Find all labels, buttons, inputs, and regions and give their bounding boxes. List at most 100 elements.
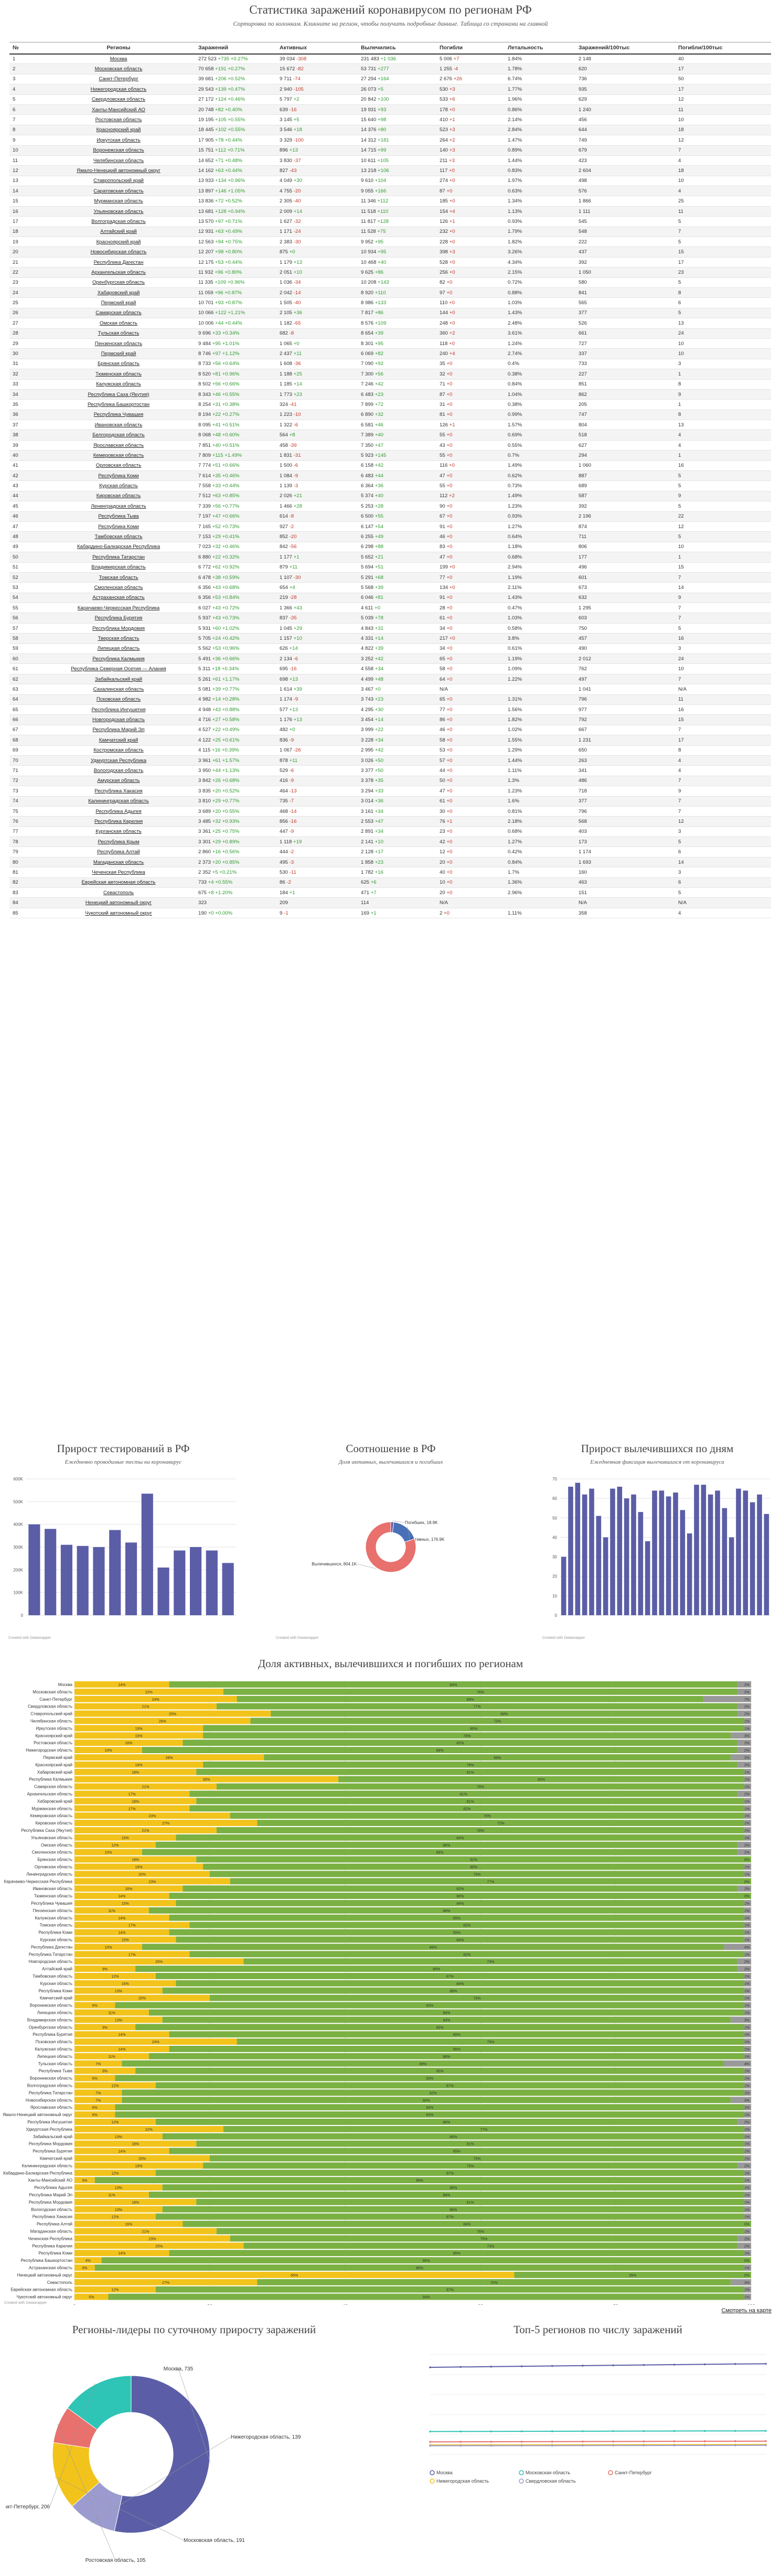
recovered-segment[interactable]	[169, 2148, 745, 2154]
series-point[interactable]	[551, 2444, 553, 2447]
dead-segment[interactable]	[744, 2250, 751, 2257]
dead-segment[interactable]	[744, 2213, 751, 2220]
dead-segment[interactable]	[737, 2235, 751, 2242]
region-link[interactable]: Белгородская область	[92, 432, 145, 438]
region-link[interactable]: Ленинградская область	[91, 503, 146, 509]
column-header[interactable]: Заражений/100тыс	[575, 42, 675, 55]
active-segment[interactable]	[74, 1907, 149, 1914]
region-link[interactable]: Хабаровский край	[97, 289, 140, 296]
series-point[interactable]	[490, 2366, 493, 2368]
dead-segment[interactable]	[744, 2177, 751, 2184]
active-segment[interactable]	[74, 2192, 149, 2198]
recovered-segment[interactable]	[216, 2228, 745, 2235]
bar[interactable]	[743, 1490, 748, 1615]
region-link[interactable]: Ивановская область	[94, 422, 143, 428]
region-link[interactable]: Ярославская область	[93, 442, 144, 448]
region-link[interactable]: Республика Чувашия	[93, 412, 144, 418]
region-link[interactable]: Костромская область	[93, 747, 144, 754]
recovered-segment[interactable]	[189, 1805, 745, 1812]
dead-segment[interactable]	[731, 2279, 751, 2285]
active-segment[interactable]	[74, 1812, 230, 1819]
region-link[interactable]: Астраханская область	[92, 595, 145, 601]
series-point[interactable]	[612, 2364, 614, 2367]
active-segment[interactable]	[74, 1987, 163, 1994]
series-point[interactable]	[703, 2430, 706, 2432]
region-link[interactable]: Сахалинская область	[93, 686, 144, 692]
bar[interactable]	[561, 1557, 566, 1615]
dead-segment[interactable]	[731, 2097, 751, 2103]
dead-segment[interactable]	[744, 2067, 751, 2074]
dead-segment[interactable]	[744, 1980, 751, 1987]
bar[interactable]	[206, 1550, 218, 1616]
region-link[interactable]: Ханты-Мансийский АО	[92, 106, 145, 113]
dead-segment[interactable]	[737, 1849, 751, 1855]
active-segment[interactable]	[74, 1688, 223, 1695]
recovered-segment[interactable]	[135, 1966, 738, 1972]
active-segment[interactable]	[74, 2155, 210, 2162]
region-link[interactable]: Республика Северная Осетия — Алания	[71, 666, 166, 672]
active-segment[interactable]	[74, 2257, 102, 2263]
active-segment[interactable]	[74, 1841, 156, 1848]
dead-segment[interactable]	[737, 2242, 751, 2249]
dead-segment[interactable]	[737, 1841, 751, 1848]
dead-segment[interactable]	[744, 1914, 751, 1921]
active-segment[interactable]	[74, 2213, 156, 2220]
series-point[interactable]	[459, 2441, 462, 2443]
recovered-segment[interactable]	[135, 2067, 745, 2074]
active-segment[interactable]	[74, 1768, 197, 1775]
region-link[interactable]: Республика Коми	[98, 473, 139, 479]
bar[interactable]	[174, 1550, 186, 1616]
region-link[interactable]: Республика Карелия	[94, 818, 143, 824]
series-point[interactable]	[734, 2430, 736, 2432]
recovered-segment[interactable]	[189, 1922, 745, 1928]
active-segment[interactable]	[74, 1885, 183, 1892]
bar[interactable]	[701, 1485, 707, 1615]
series-point[interactable]	[765, 2440, 767, 2442]
region-link[interactable]: Магаданская область	[93, 859, 144, 865]
bar[interactable]	[645, 1541, 650, 1615]
dead-segment[interactable]	[737, 1761, 751, 1768]
dead-segment[interactable]	[744, 2002, 751, 2009]
series-point[interactable]	[643, 2364, 645, 2366]
bar[interactable]	[764, 1514, 769, 1615]
dead-segment[interactable]	[744, 2009, 751, 2016]
series-point[interactable]	[765, 2444, 767, 2446]
active-segment[interactable]	[74, 2111, 115, 2118]
recovered-segment[interactable]	[237, 2038, 745, 2045]
series-point[interactable]	[765, 2363, 767, 2365]
region-link[interactable]: Смоленская область	[94, 585, 143, 591]
region-link[interactable]: Республика Бурятия	[94, 615, 143, 621]
dead-segment[interactable]	[744, 2264, 751, 2271]
region-link[interactable]: Воронежская область	[93, 147, 144, 154]
region-link[interactable]: Московская область	[94, 66, 143, 72]
recovered-segment[interactable]	[169, 2046, 745, 2052]
dead-segment[interactable]	[744, 2126, 751, 2132]
active-segment[interactable]	[74, 1798, 197, 1805]
region-link[interactable]: Карачаево-Черкесская Республика	[77, 605, 160, 611]
active-segment[interactable]	[74, 1710, 271, 1717]
recovered-segment[interactable]	[115, 2002, 745, 2009]
active-segment[interactable]	[74, 1994, 210, 2001]
recovered-segment[interactable]	[148, 2009, 745, 2016]
recovered-segment[interactable]	[115, 2075, 745, 2081]
column-header[interactable]: Вылечились	[358, 42, 436, 55]
bar[interactable]	[715, 1490, 720, 1615]
dead-segment[interactable]	[703, 1695, 751, 1702]
active-segment[interactable]	[74, 1893, 169, 1899]
recovered-segment[interactable]	[94, 2177, 745, 2184]
active-segment[interactable]	[74, 1740, 183, 1746]
region-link[interactable]: Калужская область	[96, 381, 141, 388]
region-link[interactable]: Республика Дагестан	[93, 259, 144, 265]
region-link[interactable]: Оренбургская область	[92, 280, 145, 286]
region-link[interactable]: Республика Башкортостан	[87, 401, 150, 407]
dead-segment[interactable]	[744, 2031, 751, 2038]
dead-segment[interactable]	[737, 1747, 751, 1753]
recovered-segment[interactable]	[196, 1768, 745, 1775]
bar[interactable]	[722, 1508, 727, 1615]
region-link[interactable]: Амурская область	[97, 778, 140, 784]
region-link[interactable]: Липецкая область	[97, 646, 140, 652]
series-point[interactable]	[643, 2444, 645, 2446]
region-link[interactable]: Волгоградская область	[91, 218, 146, 224]
bar[interactable]	[750, 1502, 755, 1615]
bar[interactable]	[673, 1493, 678, 1615]
